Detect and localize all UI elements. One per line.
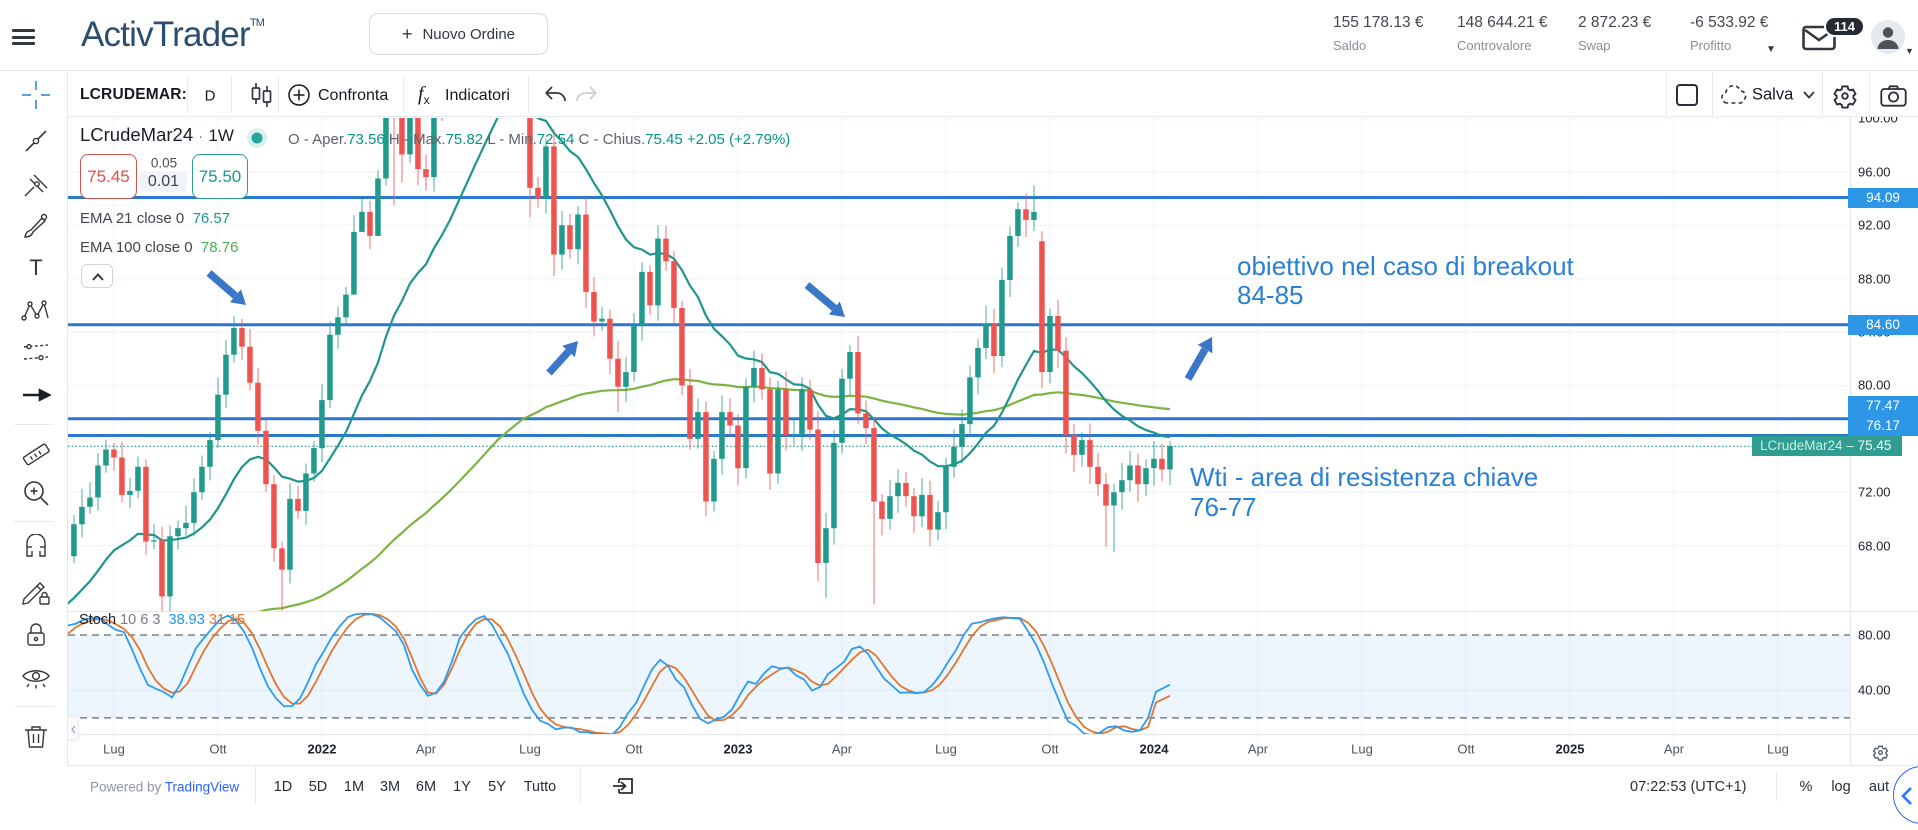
svg-text:T: T xyxy=(29,255,42,280)
